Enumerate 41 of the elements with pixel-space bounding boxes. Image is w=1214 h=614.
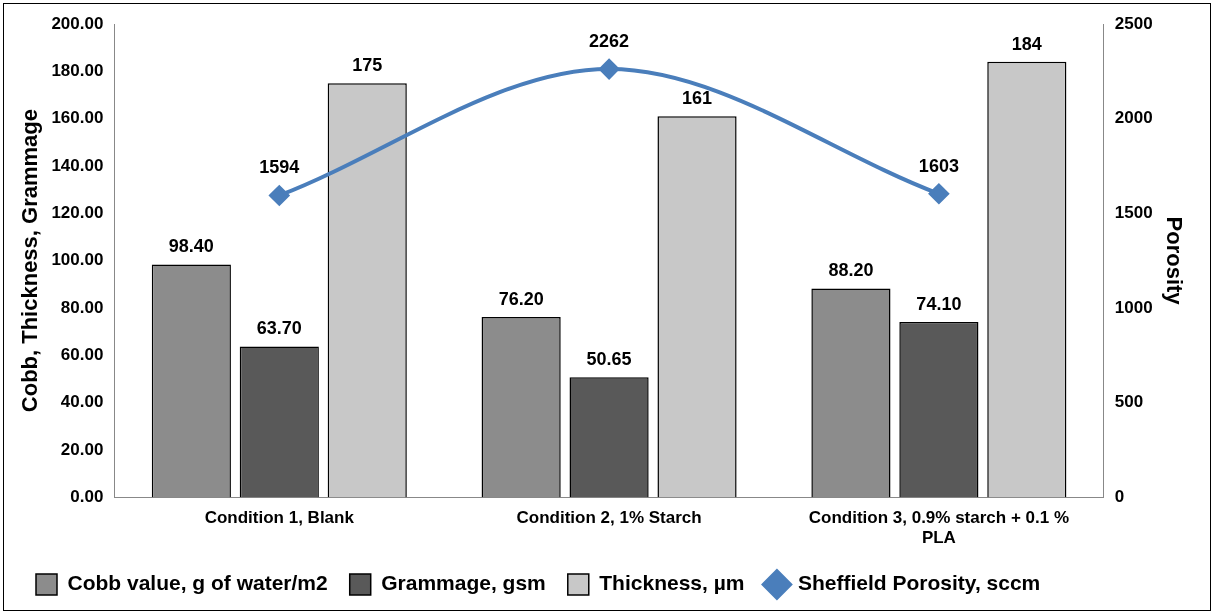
- data-label: 76.20: [498, 288, 544, 309]
- legend-label: Cobb value, g of water/m2: [67, 571, 328, 595]
- y-tick-label: 160.00: [51, 108, 104, 128]
- y-tick-label: 100.00: [51, 250, 104, 270]
- data-label: 2262: [589, 31, 630, 52]
- y-tick-label: 120.00: [51, 202, 104, 222]
- point: [269, 185, 290, 206]
- legend-label: Thickness, µm: [599, 571, 745, 595]
- data-label: 184: [1011, 33, 1042, 54]
- data-label: 88.20: [828, 260, 874, 281]
- legend-label: Sheffield Porosity, sccm: [797, 571, 1041, 595]
- data-label: 175: [352, 55, 383, 76]
- legend-label: Grammage, gsm: [381, 571, 546, 595]
- y2-tick-label: 2500: [1114, 13, 1153, 33]
- y2-tick-label: 2000: [1114, 108, 1153, 128]
- y2-tick-label: 1000: [1114, 297, 1153, 317]
- data-label: 1594: [259, 157, 300, 178]
- x-tick-label: Condition 2, 1% Starch: [516, 508, 702, 528]
- x-tick-label: Condition 1, Blank: [204, 508, 355, 528]
- data-label: 1603: [918, 155, 959, 176]
- y-tick-label: 80.00: [60, 297, 104, 317]
- data-label: 50.65: [586, 349, 632, 370]
- point: [599, 59, 620, 80]
- y2-tick-label: 0: [1114, 486, 1125, 506]
- data-label: 98.40: [168, 236, 214, 257]
- y-tick-label: 0.00: [70, 486, 104, 506]
- data-label: 161: [682, 88, 713, 109]
- data-label: 63.70: [256, 318, 302, 339]
- y-axis-title: Cobb, Thickness, Grammage: [17, 109, 43, 413]
- y-tick-label: 20.00: [60, 439, 104, 459]
- y-tick-label: 140.00: [51, 155, 104, 175]
- data-label: 74.10: [916, 293, 962, 314]
- y-tick-label: 60.00: [60, 344, 104, 364]
- y-tick-label: 180.00: [51, 61, 104, 81]
- y-tick-label: 40.00: [60, 392, 104, 412]
- x-tick-label: Condition 3, 0.9% starch + 0.1 % PLA: [808, 508, 1070, 548]
- y2-tick-label: 1500: [1114, 202, 1153, 222]
- y2-axis-title: Porosity: [1161, 216, 1187, 306]
- y2-tick-label: 500: [1114, 392, 1144, 412]
- point: [928, 183, 949, 204]
- y-tick-label: 200.00: [51, 13, 104, 33]
